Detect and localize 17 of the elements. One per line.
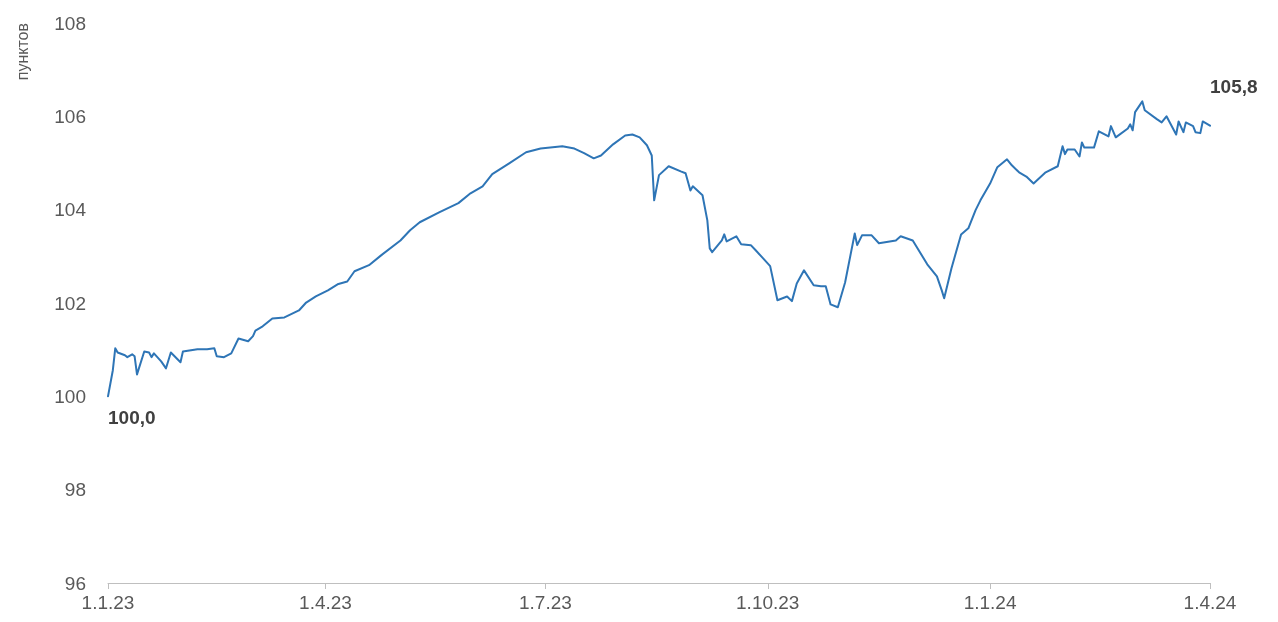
y-tick-label: 98: [64, 479, 86, 501]
y-tick-label: 96: [64, 572, 86, 594]
data-label: 105,8: [1210, 75, 1258, 97]
x-tick-label: 1.1.24: [963, 592, 1017, 613]
x-tick-label: 1.4.23: [299, 592, 352, 613]
y-axis-title: пунктов: [13, 23, 31, 81]
y-tick-label: 100: [54, 385, 86, 407]
line-series: [107, 100, 1211, 398]
x-tick-label: 1.7.23: [519, 592, 572, 613]
y-tick-label: 102: [54, 292, 86, 314]
y-tick-label: 106: [54, 105, 86, 127]
data-label: 100,0: [108, 407, 156, 429]
x-tick-label: 1.4.24: [1183, 592, 1237, 613]
x-tick-label: 1.10.23: [736, 592, 800, 613]
x-tick-label: 1.1.23: [81, 592, 135, 613]
y-tick-label: 104: [54, 199, 87, 221]
y-tick-label: 108: [54, 12, 86, 34]
